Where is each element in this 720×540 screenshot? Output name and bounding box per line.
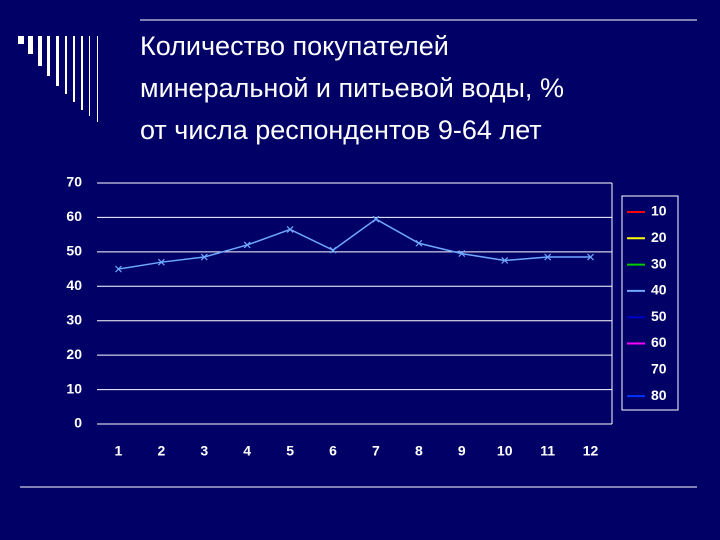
x-tick-label: 3 [200, 443, 208, 459]
title-line: Количество покупателей [140, 31, 449, 61]
y-tick-label: 60 [66, 208, 82, 224]
point-marker [243, 241, 251, 249]
x-tick-label: 5 [286, 443, 294, 459]
point-marker [286, 226, 294, 233]
point-marker [115, 265, 122, 273]
legend-label: 10 [651, 203, 667, 219]
point-marker [501, 257, 509, 264]
legend-label: 30 [651, 255, 667, 271]
x-tick-label: 8 [415, 443, 423, 459]
point-marker [415, 239, 423, 247]
title-line: от числа респондентов 9-64 лет [140, 115, 542, 145]
x-tick-label: 11 [540, 443, 555, 459]
legend-label: 50 [651, 308, 667, 324]
point-marker [544, 253, 552, 261]
x-tick-label: 9 [458, 443, 466, 459]
point-marker [200, 253, 208, 261]
point-marker [458, 250, 466, 258]
y-tick-label: 30 [66, 311, 82, 327]
y-tick-label: 40 [66, 277, 82, 293]
decoration [18, 36, 98, 122]
y-tick-label: 20 [66, 346, 82, 362]
x-tick-label: 6 [329, 443, 337, 459]
x-tick-label: 7 [372, 443, 380, 459]
x-tick-label: 12 [583, 443, 599, 459]
series-line [118, 218, 591, 270]
legend-label: 40 [651, 282, 667, 298]
legend-label: 20 [651, 229, 667, 245]
x-tick-label: 4 [243, 443, 251, 459]
x-tick-label: 1 [115, 443, 123, 459]
y-tick-label: 10 [66, 380, 82, 396]
legend-label: 70 [651, 361, 667, 377]
x-tick-label: 2 [157, 443, 165, 459]
point-marker [372, 215, 380, 223]
y-tick-label: 50 [66, 243, 82, 259]
point-marker [587, 253, 594, 261]
legend-label: 80 [651, 387, 667, 403]
y-tick-label: 0 [74, 415, 82, 431]
legend-label: 60 [651, 334, 667, 350]
y-tick-label: 70 [66, 174, 82, 190]
title-line: минеральной и питьевой воды, % [140, 73, 564, 103]
point-marker [329, 246, 337, 254]
x-tick-label: 10 [497, 443, 513, 459]
point-marker [157, 258, 165, 266]
legend-box [621, 195, 679, 411]
